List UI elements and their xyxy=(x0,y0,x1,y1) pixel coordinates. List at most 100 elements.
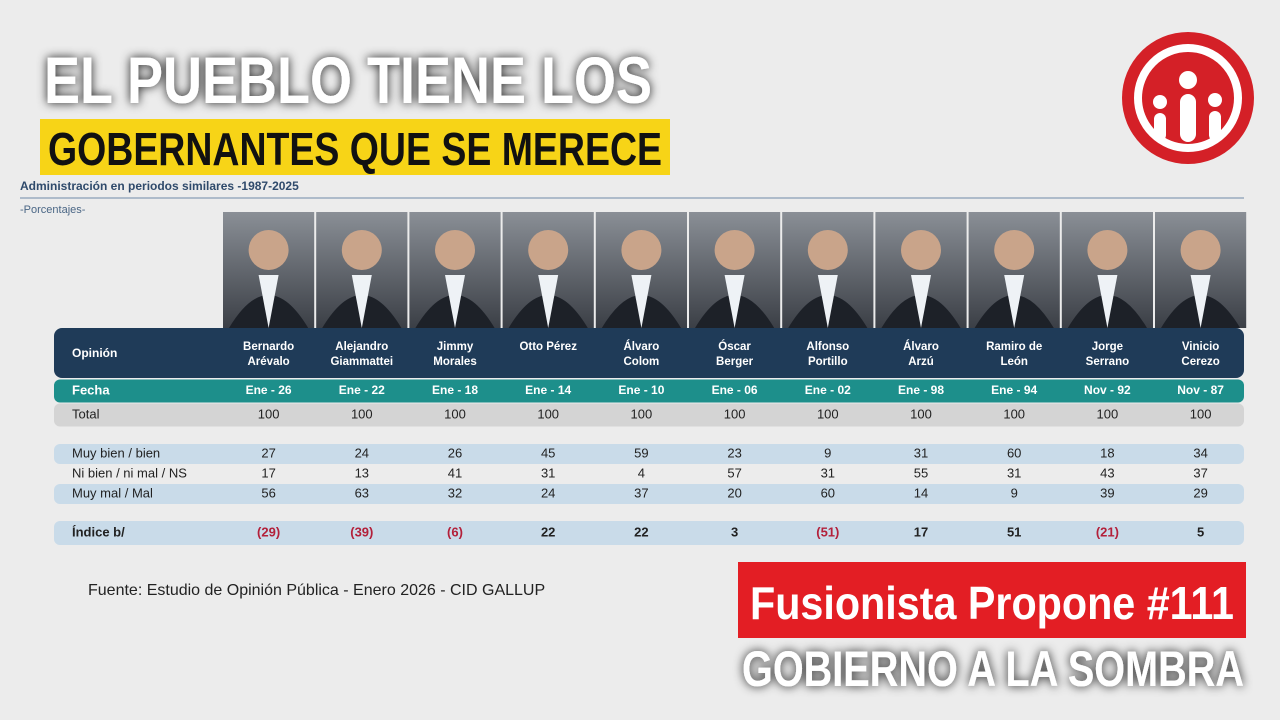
cell-value: 9 xyxy=(824,445,831,460)
cell-value: 57 xyxy=(727,465,741,480)
column-name: Cerezo xyxy=(1181,356,1219,368)
cell-value: Nov - 92 xyxy=(1084,383,1131,397)
portrait-head xyxy=(1180,230,1221,270)
portrait-head xyxy=(1087,230,1128,270)
cell-value: 100 xyxy=(724,406,746,421)
portrait-head xyxy=(621,230,662,270)
portrait-head xyxy=(435,230,475,270)
logo-dot xyxy=(1208,93,1222,107)
cell-value: (21) xyxy=(1096,524,1119,539)
table-title: Administración en periodos similares -19… xyxy=(20,179,299,193)
cell-value: 55 xyxy=(914,465,928,480)
column-name: Jimmy xyxy=(437,341,474,353)
cell-value: 9 xyxy=(1011,485,1018,500)
portrait-head xyxy=(248,230,289,270)
cell-value: Ene - 14 xyxy=(525,383,571,397)
header-band xyxy=(54,328,1244,378)
cell-value: 4 xyxy=(638,465,645,480)
cell-value: 56 xyxy=(261,485,275,500)
cell-value: 60 xyxy=(1007,445,1021,460)
cell-value: 41 xyxy=(448,465,462,480)
column-name: Arévalo xyxy=(248,356,290,368)
cell-value: 34 xyxy=(1193,445,1207,460)
column-name: Alfonso xyxy=(806,341,849,353)
portrait-shirt xyxy=(724,275,745,328)
column-name: León xyxy=(1000,356,1027,368)
cell-value: 100 xyxy=(444,406,466,421)
column-name: Giammattei xyxy=(330,356,393,368)
cell-value: 24 xyxy=(355,445,369,460)
column-name: Colom xyxy=(624,356,660,368)
column-name: Otto Pérez xyxy=(519,341,577,353)
cell-value: 100 xyxy=(1003,406,1025,421)
cell-value: 31 xyxy=(1007,465,1021,480)
logo xyxy=(1122,32,1254,164)
portrait-shirt xyxy=(817,275,838,328)
logo-dot xyxy=(1179,71,1197,89)
cell-value: 18 xyxy=(1100,445,1114,460)
portrait-shirt xyxy=(445,275,465,328)
logo-bar xyxy=(1154,113,1166,141)
cell-value: 63 xyxy=(355,485,369,500)
cell-value: 37 xyxy=(1193,465,1207,480)
cell-value: Nov - 87 xyxy=(1177,383,1224,397)
cell-value: (6) xyxy=(447,524,463,539)
cell-value: 27 xyxy=(261,445,275,460)
column-name: Morales xyxy=(433,356,476,368)
headline-highlight xyxy=(40,119,670,175)
portrait-head xyxy=(528,230,569,270)
cell-value: 32 xyxy=(448,485,462,500)
cell-value: 37 xyxy=(634,485,648,500)
column-name: Óscar xyxy=(718,340,751,353)
cell-value: 14 xyxy=(914,485,928,500)
cell-value: 17 xyxy=(261,465,275,480)
row-band xyxy=(54,484,1244,504)
cell-value: Ene - 06 xyxy=(712,383,758,397)
cell-value: 22 xyxy=(634,524,648,539)
cell-value: Ene - 10 xyxy=(618,383,664,397)
table: Bernardo Arévalo Alejandro Giammattei Jimmy M… xyxy=(54,212,1247,545)
banner-line-2: GOBIERNO A LA SOMBRA xyxy=(742,641,1244,697)
cell-value: (39) xyxy=(350,524,373,539)
cell-value: Ene - 18 xyxy=(432,383,478,397)
portrait-shirt xyxy=(351,275,372,328)
portrait-head xyxy=(901,230,941,270)
row-label: Ni bien / ni mal / NS xyxy=(72,465,187,480)
column-name: Berger xyxy=(716,356,754,368)
column-name: Arzú xyxy=(908,356,934,368)
cell-value: 100 xyxy=(1097,406,1119,421)
cell-value: Ene - 22 xyxy=(339,383,385,397)
cell-value: 17 xyxy=(914,524,928,539)
portrait-shirt xyxy=(538,275,559,328)
banner-line-1: Fusionista Propone #111 xyxy=(750,577,1234,629)
cell-value: 100 xyxy=(1190,406,1212,421)
logo-ring xyxy=(1134,44,1242,152)
cell-value: 31 xyxy=(541,465,555,480)
table-subtitle: -Porcentajes- xyxy=(20,204,86,216)
row-label: Muy mal / Mal xyxy=(72,485,153,500)
column-name: Álvaro xyxy=(624,340,660,353)
portrait-head xyxy=(807,230,848,270)
logo-dot xyxy=(1153,95,1167,109)
column-name: Vinicio xyxy=(1182,341,1220,353)
cell-value: (29) xyxy=(257,524,280,539)
column-name: Bernardo xyxy=(243,341,294,353)
portrait-shirt xyxy=(258,275,279,328)
cell-value: 29 xyxy=(1193,485,1207,500)
logo-bar xyxy=(1180,94,1196,142)
cell-value: 22 xyxy=(541,524,555,539)
cell-value: 51 xyxy=(1007,524,1021,539)
portrait-shirt xyxy=(911,275,931,328)
cell-value: 3 xyxy=(731,524,738,539)
portrait-head xyxy=(341,230,382,270)
cell-value: (51) xyxy=(816,524,839,539)
column-name: Ramiro de xyxy=(986,341,1042,353)
row-band xyxy=(54,444,1244,464)
cell-value: 39 xyxy=(1100,485,1114,500)
row-band xyxy=(54,379,1244,403)
headline-2: GOBERNANTES QUE SE MERECE xyxy=(48,123,662,175)
row-band xyxy=(54,403,1244,427)
portrait-shirt xyxy=(1190,275,1211,328)
